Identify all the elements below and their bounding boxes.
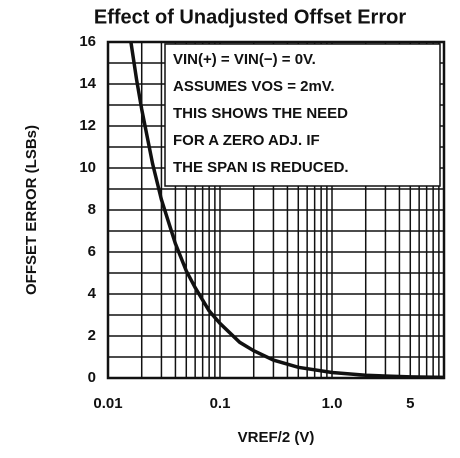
annotation: THIS SHOWS THE NEED xyxy=(173,105,348,122)
annotation: THE SPAN IS REDUCED. xyxy=(173,159,349,176)
y-tick-label: 16 xyxy=(79,33,96,50)
y-tick-label: 10 xyxy=(79,159,96,176)
annotation: FOR A ZERO ADJ. IF xyxy=(173,132,320,149)
annotation: ASSUMES VOS = 2mV. xyxy=(173,78,335,95)
x-tick-label: 5 xyxy=(406,395,414,412)
annotation-box xyxy=(164,43,441,187)
x-tick-label: 0.1 xyxy=(210,395,231,412)
x-tick-label: 1.0 xyxy=(322,395,343,412)
annotation: VIN(+) = VIN(−) = 0V. xyxy=(173,51,316,68)
y-tick-label: 12 xyxy=(79,117,96,134)
y-tick-label: 0 xyxy=(88,369,96,386)
y-tick-label: 8 xyxy=(88,201,96,218)
chart-title: Effect of Unadjusted Offset Error xyxy=(94,6,406,28)
y-axis-label: OFFSET ERROR (LSBs) xyxy=(23,125,40,295)
y-tick-label: 6 xyxy=(88,243,96,260)
y-tick-label: 4 xyxy=(88,285,97,302)
plot-frame xyxy=(106,40,446,380)
x-tick-label: 0.01 xyxy=(93,395,122,412)
x-axis-label: VREF/2 (V) xyxy=(238,429,315,446)
y-tick-label: 2 xyxy=(88,327,96,344)
y-tick-label: 14 xyxy=(79,75,96,92)
curve xyxy=(129,41,445,380)
